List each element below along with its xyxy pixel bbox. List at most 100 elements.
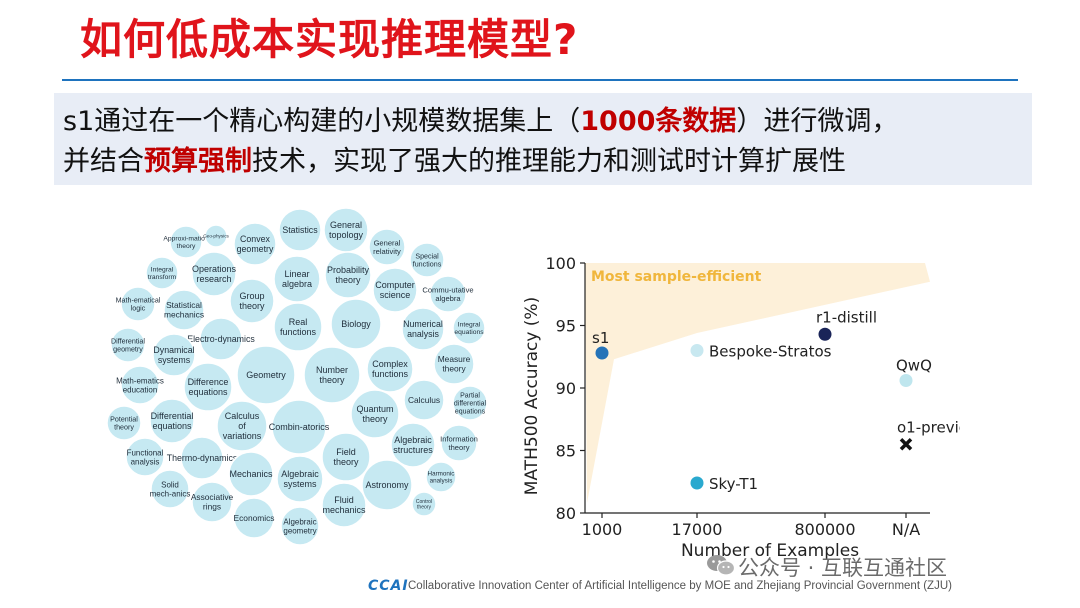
topic-bubble: Associative rings [191, 481, 234, 523]
topic-bubble: Biology [330, 298, 382, 350]
topic-bubble: Integral transform [145, 256, 179, 290]
data-label: r1-distill [816, 308, 877, 326]
topic-bubble: Math-ematical logic [116, 286, 161, 322]
data-point-r1-distill [818, 327, 832, 341]
topic-bubble-label: Field theory [333, 447, 359, 467]
topic-bubble-label: Integral transform [148, 267, 177, 282]
topic-bubble-label: Approxi-mation theory [163, 236, 208, 251]
topic-bubble-label: Astronomy [365, 480, 409, 490]
data-label: Sky-T1 [709, 475, 758, 493]
topic-bubble-label: Biology [341, 319, 371, 329]
topic-bubble-label: Combin-atorics [269, 422, 330, 432]
topic-bubble-label: Control theory [416, 499, 432, 511]
topic-bubble: Potential theory [106, 405, 142, 441]
topic-bubble: Convex geometry [233, 222, 277, 266]
data-label: QwQ [896, 357, 932, 375]
topic-bubble: Harmonic analysis [425, 461, 457, 493]
topic-bubble-label: Algebraic structures [393, 435, 433, 455]
topic-bubble-label: Real functions [280, 317, 317, 337]
topic-bubble-label: Potential theory [110, 416, 138, 432]
topic-bubble: Algebraic geometry [280, 506, 320, 546]
y-axis-label: MATH500 Accuracy (%) [522, 297, 542, 495]
topic-bubble-label: Complex functions [372, 359, 409, 379]
topic-bubble-label: General relativity [373, 238, 401, 255]
data-label: o1-preview [897, 418, 960, 436]
topic-bubble: Electro-dynamics [187, 317, 255, 361]
topic-bubble-label: Statistical mechanics [164, 300, 204, 319]
data-point-s1 [595, 346, 609, 360]
data-label: Bespoke-Stratos [709, 343, 832, 361]
x-tick-label: 17000 [672, 520, 723, 539]
topic-bubble-label: Integral equations [454, 322, 484, 337]
topic-bubble-label: Probability theory [327, 265, 370, 285]
topic-bubble-label: Geometry [246, 370, 286, 380]
topic-bubble: Computer science [372, 267, 418, 313]
topic-bubble: Fluid mechanics [321, 482, 367, 528]
topic-bubble-label: Special functions [413, 253, 442, 269]
topic-bubble-label: Solid mech-anics [150, 480, 191, 498]
topic-bubble: Difference equations [183, 362, 233, 412]
topic-bubble-label: Convex geometry [237, 234, 274, 254]
topic-bubble: Information theory [440, 424, 478, 462]
topic-bubble: Partial differential equations [452, 385, 488, 421]
topic-bubble-label: Numerical analysis [403, 319, 443, 339]
topic-bubble: General relativity [368, 228, 406, 266]
topic-bubble-label: Electro-dynamics [187, 334, 255, 344]
topic-bubble-label: Operations research [192, 264, 237, 284]
topic-bubble: General topology [323, 207, 369, 253]
topic-bubble-label: Statistics [282, 225, 318, 235]
topic-bubble: Operations research [191, 251, 237, 297]
topic-bubble: Differential geometry [110, 327, 146, 363]
topic-bubble-label: Calculus [408, 395, 440, 405]
topic-bubble: Math-ematics education [116, 365, 164, 405]
topic-bubble-label: Quantum theory [356, 404, 393, 424]
topic-bubble: Astronomy [361, 459, 413, 511]
topic-bubble-label: Differential equations [151, 411, 194, 431]
x-axis-label: Number of Examples [681, 541, 859, 561]
sample-efficient-region [585, 263, 930, 503]
topic-bubble-label: Linear algebra [282, 269, 312, 289]
topic-bubble-label: Group theory [239, 291, 265, 311]
ccai-logo: CCAI [368, 578, 409, 594]
topic-bubble-label: Harmonic analysis [428, 471, 455, 485]
topic-bubble: Field theory [321, 432, 371, 482]
topic-bubble-label: Thermo-dynamics [167, 453, 238, 463]
topic-bubble-label: Geo-physics [203, 234, 229, 239]
topic-bubble: Thermo-dynamics [167, 436, 238, 480]
topic-bubble: Economics [233, 497, 275, 539]
topic-bubble-label: Commu-utative algebra [422, 285, 473, 302]
y-tick-label: 90 [556, 379, 576, 398]
topic-bubble-label: Functional analysis [127, 448, 164, 466]
y-tick-label: 95 [556, 317, 576, 336]
y-tick-label: 80 [556, 504, 576, 523]
topic-bubble: Integral equations [452, 311, 486, 345]
slide-title: 如何低成本实现推理模型? [80, 15, 579, 64]
summary-box: s1通过在一个精心构建的小规模数据集上（1000条数据）进行微调， 并结合预算强… [54, 93, 1032, 185]
topic-bubble: Geo-physics [203, 224, 230, 248]
topic-bubble-label: Algebraic geometry [283, 517, 316, 535]
topic-bubble-label: Differential geometry [111, 338, 145, 354]
topic-bubble-label: Math-ematics education [116, 376, 164, 394]
topic-bubble: Differential equations [149, 398, 195, 444]
title-divider [62, 79, 1018, 81]
topic-bubble-label: Measure theory [438, 354, 471, 373]
summary-line-1: s1通过在一个精心构建的小规模数据集上（1000条数据）进行微调， [63, 102, 1032, 142]
topic-bubble: Functional analysis [125, 437, 165, 477]
topic-bubble-label: Mechanics [229, 469, 273, 479]
footer-text: Collaborative Innovation Center of Artif… [408, 580, 952, 592]
y-tick-label: 85 [556, 442, 576, 461]
topic-bubble: Algebraic systems [276, 455, 324, 503]
topic-bubble: Combin-atorics [269, 399, 330, 455]
y-tick-label: 100 [545, 254, 576, 273]
topic-bubble: Geometry [236, 345, 296, 405]
topic-bubble: Linear algebra [273, 255, 321, 303]
topic-bubble: Numerical analysis [401, 307, 445, 351]
topic-bubble: Commu-utative algebra [422, 275, 474, 313]
topic-bubble: Statistical mechanics [163, 289, 205, 331]
topic-bubble: Solid mech-anics [150, 469, 191, 509]
data-point-o1-preview [899, 438, 913, 451]
topic-bubble-label: Difference equations [188, 377, 229, 397]
summary-text: 并结合 [63, 146, 144, 177]
topic-bubble-label: Associative rings [191, 492, 234, 511]
topic-bubble-label: Partial differential equations [454, 393, 487, 416]
